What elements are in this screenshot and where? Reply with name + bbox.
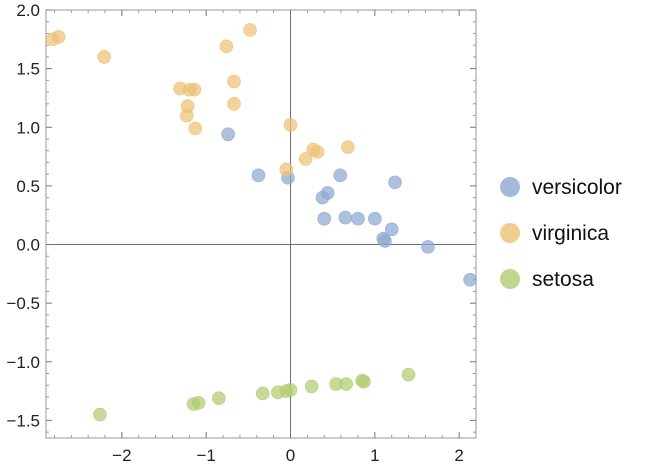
y-tick-label: −0.5 <box>6 294 40 313</box>
x-tick-label: −1 <box>197 446 216 465</box>
data-point-versicolor <box>368 211 382 226</box>
data-points <box>45 23 477 422</box>
data-point-setosa <box>212 391 226 405</box>
y-tick-label: 1.5 <box>16 60 40 79</box>
data-point-versicolor <box>421 240 435 254</box>
data-point-versicolor <box>378 234 392 248</box>
legend-item-versicolor: versicolor <box>500 176 622 199</box>
data-point-virginica <box>180 108 194 123</box>
legend-marker-virginica <box>500 223 520 243</box>
legend-item-setosa: setosa <box>500 268 594 291</box>
data-point-setosa <box>255 386 270 401</box>
series-versicolor <box>221 127 477 287</box>
legend-label-versicolor: versicolor <box>532 176 622 199</box>
legend-marker-versicolor <box>500 177 520 197</box>
legend-label-setosa: setosa <box>532 268 594 291</box>
data-point-versicolor <box>333 168 348 183</box>
y-tick-label: 0.0 <box>16 236 40 255</box>
data-point-versicolor <box>463 272 477 287</box>
x-tick-label: 2 <box>454 446 463 465</box>
x-tick-label: −2 <box>112 446 131 465</box>
data-point-virginica <box>187 82 202 97</box>
y-tick-label: −1.0 <box>6 353 40 372</box>
data-point-virginica <box>279 162 294 177</box>
plot-frame <box>45 9 477 439</box>
legend-item-virginica: virginica <box>500 222 609 245</box>
series-virginica <box>45 23 355 177</box>
plot-border <box>45 9 477 439</box>
data-point-versicolor <box>320 186 335 200</box>
data-point-setosa <box>191 396 206 410</box>
y-tick-label: 2.0 <box>16 1 40 20</box>
data-point-versicolor <box>384 222 399 237</box>
legend: versicolor virginica setosa <box>500 176 622 291</box>
data-point-versicolor <box>317 211 332 226</box>
data-point-setosa <box>339 377 353 391</box>
data-point-setosa <box>401 367 416 382</box>
data-point-virginica <box>227 74 241 89</box>
data-point-virginica <box>310 145 325 159</box>
x-tick-label: 1 <box>370 446 379 465</box>
y-tick-label: −1.5 <box>6 411 40 430</box>
data-point-virginica <box>188 121 203 136</box>
x-tick-label: 0 <box>286 446 295 465</box>
data-point-setosa <box>283 383 298 397</box>
data-point-virginica <box>283 118 298 132</box>
data-point-virginica <box>51 30 66 44</box>
data-point-setosa <box>357 374 371 389</box>
y-axis: 2.0 1.5 1.0 0.5 0.0 −0.5 −1.0 −1.5 <box>6 1 476 433</box>
data-point-virginica <box>227 97 241 111</box>
legend-marker-setosa <box>500 269 520 289</box>
data-point-setosa <box>304 379 319 394</box>
data-point-versicolor <box>338 210 353 225</box>
data-point-versicolor <box>221 127 235 142</box>
data-point-virginica <box>341 140 355 154</box>
data-point-virginica <box>97 50 111 64</box>
data-point-setosa <box>93 407 107 422</box>
data-point-virginica <box>219 39 234 54</box>
legend-label-virginica: virginica <box>532 222 609 245</box>
data-point-versicolor <box>251 168 266 183</box>
data-point-versicolor <box>388 175 402 190</box>
x-axis: −2 −1 0 1 2 <box>53 10 464 465</box>
data-point-virginica <box>243 23 257 37</box>
data-point-versicolor <box>351 211 365 226</box>
y-tick-label: 1.0 <box>16 118 40 137</box>
series-setosa <box>93 367 416 422</box>
y-tick-label: 0.5 <box>16 177 40 196</box>
zero-axes <box>46 10 476 438</box>
data-point-virginica <box>298 152 313 166</box>
